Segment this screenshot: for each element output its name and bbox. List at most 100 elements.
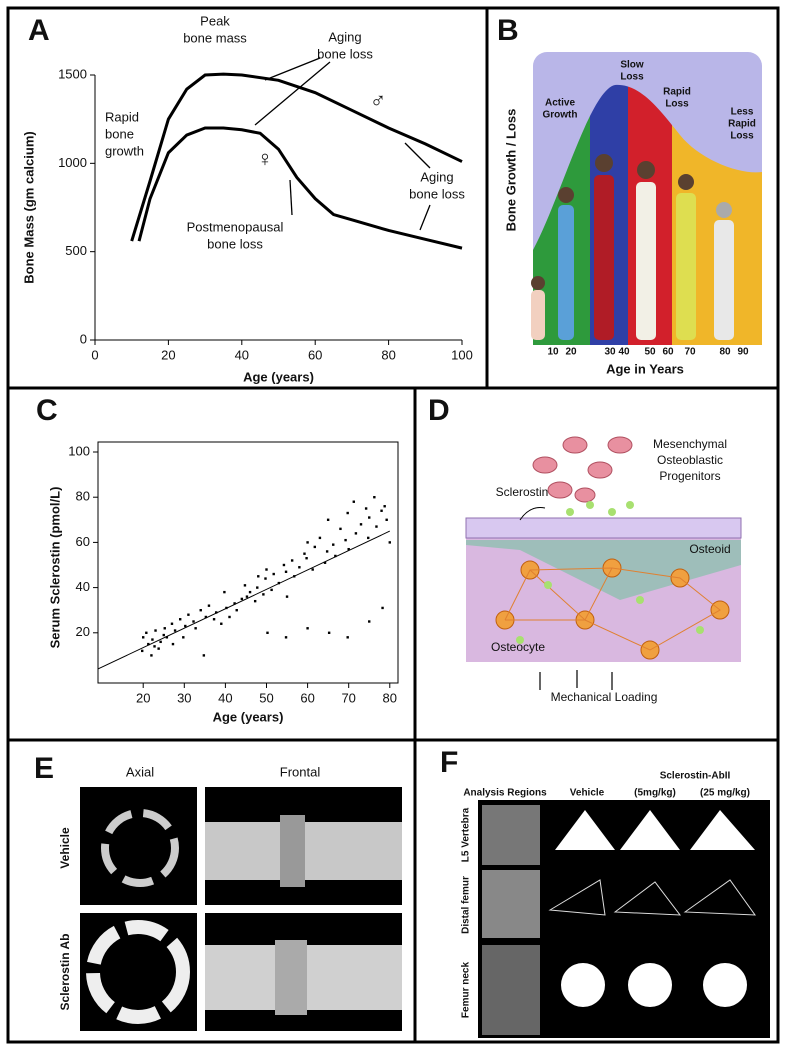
x-tick-label: 20 xyxy=(136,690,150,705)
data-line xyxy=(97,530,390,670)
data-point xyxy=(245,595,249,598)
data-point xyxy=(220,622,223,625)
data-point xyxy=(154,629,157,632)
panel-letter: D xyxy=(428,394,450,427)
growth-illustration xyxy=(531,52,762,346)
data-point xyxy=(192,620,195,623)
column-label: Vehicle xyxy=(570,788,605,799)
data-point xyxy=(313,545,317,549)
y-tick-label: 60 xyxy=(76,534,90,549)
data-point xyxy=(182,636,185,639)
stage-label: Growth xyxy=(543,110,578,121)
x-tick-label: 40 xyxy=(235,347,249,362)
data-point xyxy=(332,543,335,546)
data-point xyxy=(214,611,218,614)
data-point xyxy=(373,496,376,499)
data-point xyxy=(212,618,216,621)
annotation: growth xyxy=(105,143,144,158)
column-label: Axial xyxy=(126,764,154,779)
y-tick-label: 0 xyxy=(80,331,87,346)
data-point xyxy=(173,629,177,632)
annotation: Aging xyxy=(420,169,453,184)
row-label: Vehicle xyxy=(58,827,72,869)
data-point xyxy=(257,575,260,578)
tick-label: 60 xyxy=(662,347,674,358)
row-label: Femur neck xyxy=(461,961,472,1018)
data-point xyxy=(359,523,363,526)
data-point xyxy=(388,541,391,544)
x-axis-label: Age in Years xyxy=(606,361,684,376)
arrows xyxy=(254,57,431,231)
data-point xyxy=(145,631,148,634)
x-tick-label: 80 xyxy=(383,690,397,705)
data-point xyxy=(344,538,347,542)
tick-label: 20 xyxy=(565,347,577,358)
data-point xyxy=(207,604,211,607)
data-point xyxy=(318,536,322,540)
data-point xyxy=(284,570,288,573)
panel-letter: C xyxy=(36,394,58,427)
stage-label: Slow xyxy=(620,60,644,71)
data-line xyxy=(130,72,463,242)
data-point xyxy=(323,561,327,564)
data-point xyxy=(311,568,314,571)
stage-label: Active xyxy=(545,98,575,109)
data-point xyxy=(270,588,273,592)
data-point xyxy=(141,649,144,653)
data-point xyxy=(204,615,208,619)
micro-ct-images xyxy=(80,787,402,1031)
panel-borders xyxy=(6,6,780,1044)
y-tick-label: 20 xyxy=(76,624,90,639)
x-tick-label: 30 xyxy=(177,690,191,705)
data-point xyxy=(151,638,154,641)
data-point xyxy=(375,525,378,528)
data-point xyxy=(346,511,349,515)
data-point xyxy=(142,636,145,639)
data-point xyxy=(165,636,169,639)
tick-label: 40 xyxy=(618,347,630,358)
column-label: Frontal xyxy=(280,764,321,779)
data-point xyxy=(153,645,156,648)
data-point xyxy=(326,518,330,521)
data-point xyxy=(383,505,386,508)
data-point xyxy=(248,590,252,594)
x-tick-label: 50 xyxy=(259,690,273,705)
x-tick-label: 100 xyxy=(451,347,473,362)
stage-label: Loss xyxy=(620,72,644,83)
data-point xyxy=(178,618,182,621)
data-point xyxy=(147,642,150,646)
data-point xyxy=(262,593,265,596)
y-tick-label: 80 xyxy=(76,489,90,504)
data-point xyxy=(233,602,236,605)
data-point xyxy=(163,627,166,630)
annotation: bone loss xyxy=(409,186,465,201)
data-point xyxy=(352,500,355,503)
data-line xyxy=(137,126,463,250)
data-point xyxy=(187,613,190,616)
data-point xyxy=(253,599,257,603)
x-tick-label: 80 xyxy=(381,347,395,362)
stage-label: Loss xyxy=(665,99,689,110)
label: Osteoblastic xyxy=(657,453,723,467)
y-tick-label: 500 xyxy=(65,243,87,258)
x-tick-label: 60 xyxy=(308,347,322,362)
tick-label: 80 xyxy=(719,347,731,358)
data-point xyxy=(346,636,349,639)
y-tick-label: 100 xyxy=(68,443,90,458)
stage-label: Rapid xyxy=(663,87,691,98)
data-point xyxy=(284,636,288,639)
data-point xyxy=(265,568,268,571)
data-point xyxy=(194,627,197,630)
data-point xyxy=(298,566,301,569)
panel-letter: A xyxy=(28,14,50,47)
osteocyte-label: Osteocyte xyxy=(491,640,545,654)
panel-letter: B xyxy=(497,14,519,47)
data-point xyxy=(347,547,350,551)
x-tick-label: 60 xyxy=(300,690,314,705)
y-axis-label: Serum Sclerostin (pmol/L) xyxy=(47,487,62,649)
annotation: bone loss xyxy=(317,46,373,61)
annotation: Postmenopausal xyxy=(187,219,284,234)
row-label: L5 Vertebra xyxy=(461,807,472,862)
